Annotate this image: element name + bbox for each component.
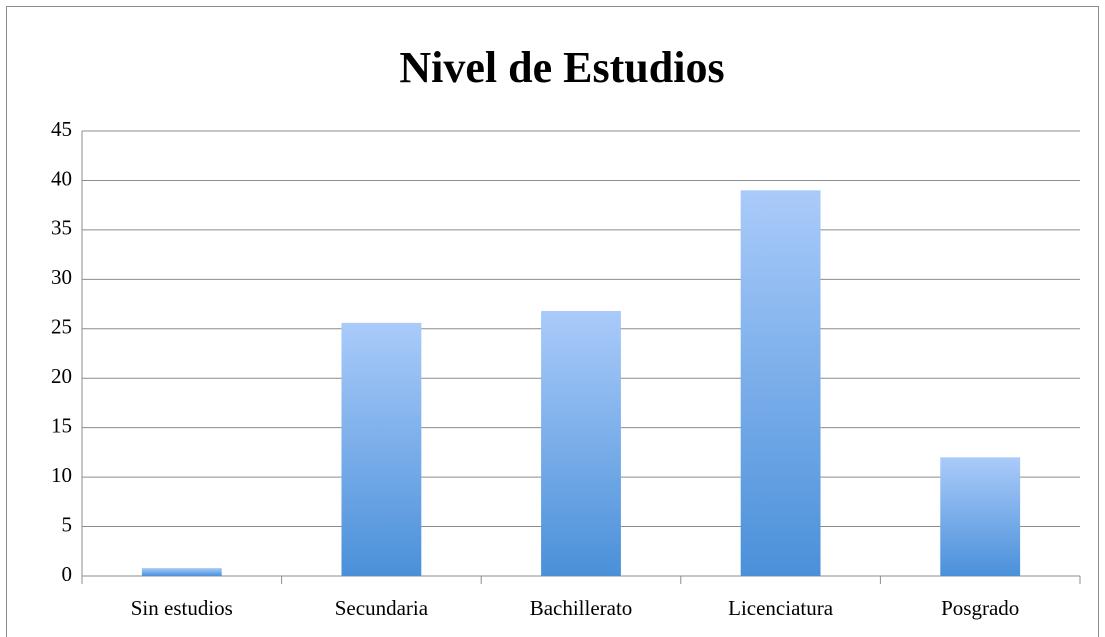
y-tick-label: 45 [51, 117, 72, 141]
x-tick-label: Posgrado [941, 596, 1019, 620]
y-tick-label: 20 [51, 364, 72, 388]
bar [141, 568, 222, 576]
x-tick-label: Licenciatura [728, 596, 834, 620]
bar [541, 310, 621, 576]
y-tick-label: 35 [51, 216, 72, 240]
x-tick-label: Sin estudios [131, 596, 233, 620]
bar [341, 322, 422, 576]
y-tick-label: 0 [62, 562, 73, 586]
y-tick-label: 15 [51, 413, 72, 437]
bar [940, 457, 1021, 576]
chart-frame [6, 6, 1099, 637]
y-tick-label: 30 [51, 265, 72, 289]
y-tick-label: 10 [51, 463, 72, 487]
bar [740, 190, 821, 577]
y-tick-label: 40 [51, 166, 72, 190]
y-tick-label: 25 [51, 315, 72, 339]
y-tick-label: 5 [62, 512, 73, 536]
chart-title: Nivel de Estudios [399, 43, 724, 92]
x-tick-label: Secundaria [335, 596, 429, 620]
x-tick-label: Bachillerato [530, 596, 633, 620]
